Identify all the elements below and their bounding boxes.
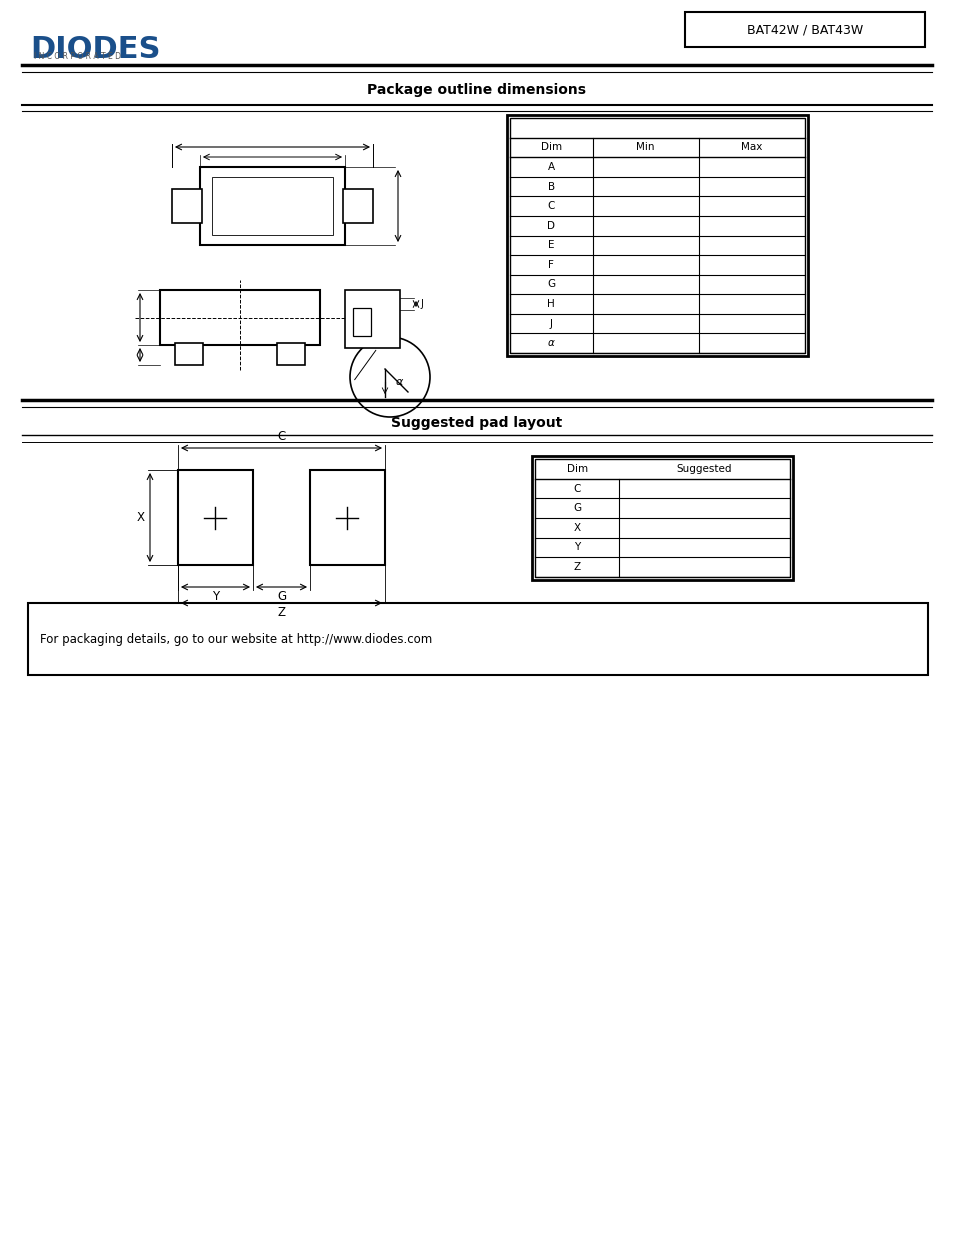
Text: X: X [573, 522, 580, 532]
Text: J: J [419, 299, 422, 309]
Text: Z: Z [573, 562, 580, 572]
Bar [28, 603, 927, 676]
Text: G: G [276, 590, 286, 603]
Bar [510, 119, 804, 353]
Bar [684, 12, 924, 47]
Text: C: C [277, 430, 285, 443]
Text: I N C O R P O R A T E D: I N C O R P O R A T E D [34, 52, 121, 61]
Text: F: F [548, 259, 554, 270]
Text: Suggested: Suggested [676, 464, 732, 474]
Text: E: E [547, 241, 554, 251]
Bar [160, 290, 319, 345]
Text: C: C [573, 483, 580, 494]
Bar [200, 167, 345, 245]
Bar [212, 177, 333, 235]
Bar [532, 456, 792, 580]
Text: G: G [573, 503, 580, 514]
Text: J: J [549, 319, 552, 329]
Text: DIODES: DIODES [30, 35, 160, 64]
Text: BAT42W / BAT43W: BAT42W / BAT43W [746, 23, 862, 37]
Text: X: X [137, 511, 145, 524]
Text: B: B [547, 182, 555, 191]
Text: For packaging details, go to our website at http://www.diodes.com: For packaging details, go to our website… [40, 632, 432, 646]
Bar [172, 189, 202, 224]
Bar [345, 290, 399, 348]
Text: Y: Y [574, 542, 579, 552]
Text: H: H [547, 299, 555, 309]
Bar [178, 471, 253, 564]
Bar [353, 308, 371, 336]
Text: Y: Y [212, 590, 219, 603]
Text: Package outline dimensions: Package outline dimensions [367, 83, 586, 98]
Bar [310, 471, 385, 564]
Text: Z: Z [277, 606, 285, 619]
Text: $\alpha$: $\alpha$ [546, 338, 555, 348]
Text: A: A [547, 162, 555, 172]
Bar [506, 115, 807, 356]
Text: G: G [547, 279, 555, 289]
Text: Dim: Dim [566, 464, 587, 474]
Bar [535, 459, 789, 577]
Text: Max: Max [740, 142, 761, 152]
Text: $\alpha$: $\alpha$ [395, 377, 404, 387]
Bar [276, 343, 305, 366]
Text: D: D [547, 221, 555, 231]
Text: Dim: Dim [540, 142, 561, 152]
Text: Min: Min [636, 142, 655, 152]
Text: Suggested pad layout: Suggested pad layout [391, 416, 562, 430]
Bar [343, 189, 373, 224]
Text: C: C [547, 201, 555, 211]
Bar [174, 343, 203, 366]
